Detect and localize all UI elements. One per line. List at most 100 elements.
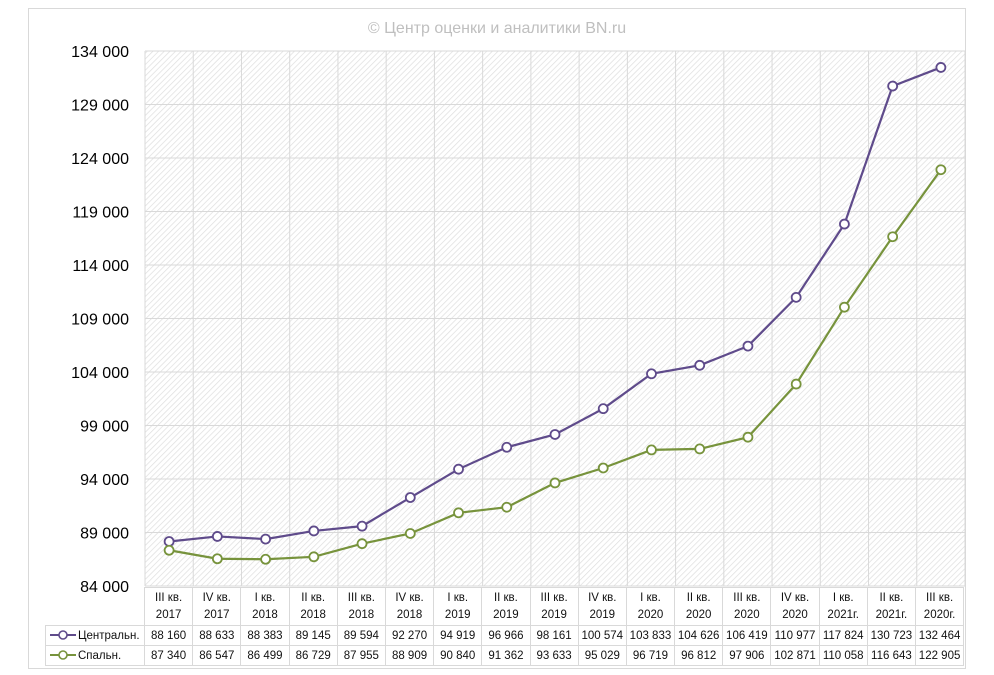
quarter-label: II кв.	[493, 591, 518, 604]
y-tick-label: 129 000	[71, 98, 129, 115]
legend-label: Центральн.	[78, 629, 140, 642]
data-point	[839, 218, 850, 230]
data-value-cell: 97 906	[722, 645, 772, 666]
quarter-label: III кв.	[155, 591, 183, 604]
year-label: 2020	[637, 608, 664, 621]
quarter-label: I кв.	[640, 591, 661, 604]
x-category-label: III кв. 2019	[529, 587, 579, 626]
data-point	[887, 80, 899, 92]
data-point	[694, 359, 706, 371]
data-value-cell: 96 966	[481, 625, 531, 646]
data-point	[308, 551, 320, 563]
data-value-cell: 86 499	[240, 645, 290, 666]
data-point	[404, 528, 416, 539]
table-row: Спальн. 87 340 86 547 86 499 86 729 87 955 88 …	[45, 645, 965, 666]
data-point	[549, 477, 561, 489]
x-category-label: IV кв. 2018	[384, 587, 435, 626]
x-category-label: IV кв. 2017	[192, 587, 242, 626]
data-point	[646, 444, 657, 456]
quarter-label: IV кв.	[202, 591, 231, 604]
data-value-cell: 103 833	[625, 625, 676, 646]
data-point	[501, 501, 513, 513]
quarter-label: II кв.	[301, 591, 326, 604]
year-label: 2018	[252, 608, 278, 621]
legend-marker-icon	[50, 650, 76, 661]
x-category-label: II кв. 2021г.	[866, 587, 917, 626]
x-category-label: I кв. 2021г.	[818, 587, 868, 626]
x-category-label: II кв. 2018	[288, 587, 338, 626]
data-value-cell: 93 633	[529, 645, 579, 666]
data-value-cell: 96 719	[625, 645, 676, 666]
chart-title: © Центр оценки и аналитики BN.ru	[367, 20, 627, 37]
data-point	[260, 553, 271, 565]
data-value-cell: 130 723	[866, 625, 917, 646]
data-value-cell: 91 362	[481, 645, 531, 666]
data-point	[356, 538, 368, 550]
year-label: 2017	[155, 608, 182, 621]
x-category-label: I кв. 2020	[625, 587, 676, 626]
data-point	[694, 443, 706, 455]
data-value-cell: 104 626	[674, 625, 724, 646]
quarter-label: II кв.	[879, 591, 904, 604]
data-value-cell: 94 919	[433, 625, 483, 646]
data-point	[549, 429, 561, 440]
data-value-cell: 87 340	[143, 645, 194, 666]
data-point	[790, 291, 802, 303]
x-category-label: III кв. 2020	[722, 587, 772, 626]
data-table: III кв. 2017 IV кв. 2017 I кв. 2018 II кв. 2018…	[45, 587, 965, 666]
data-point	[163, 536, 175, 547]
quarter-label: IV кв.	[588, 591, 617, 604]
data-value-cell: 122 905	[914, 645, 965, 666]
quarter-label: IV кв.	[780, 591, 810, 604]
x-category-label: IV кв. 2019	[577, 587, 627, 626]
year-label: 2017	[203, 608, 230, 621]
year-label: 2018	[348, 608, 375, 621]
year-label: 2021г.	[827, 608, 859, 621]
data-value-cell: 88 383	[240, 625, 290, 646]
data-value-cell: 106 419	[722, 625, 772, 646]
data-point	[646, 368, 657, 380]
quarter-label: I кв.	[447, 591, 469, 604]
x-category-label: III кв. 2017	[143, 587, 194, 626]
data-value-cell: 116 643	[866, 645, 917, 666]
quarter-label: I кв.	[254, 591, 276, 604]
data-point	[211, 531, 223, 542]
legend-entry: Спальн.	[45, 645, 145, 666]
year-label: 2019	[589, 608, 616, 621]
x-category-label: I кв. 2019	[433, 587, 483, 626]
data-value-cell: 96 812	[674, 645, 724, 666]
y-tick-label: 124 000	[71, 151, 129, 168]
data-value-cell: 95 029	[577, 645, 627, 666]
data-value-cell: 90 840	[433, 645, 483, 666]
data-point	[935, 62, 947, 73]
table-row: Центральн. 88 160 88 633 88 383 89 145 89 594…	[45, 625, 965, 646]
data-value-cell: 89 145	[288, 625, 338, 646]
data-value-cell: 102 871	[770, 645, 820, 666]
data-point	[308, 525, 320, 537]
quarter-label: III кв.	[347, 591, 375, 604]
year-label: 2020	[782, 608, 808, 621]
y-tick-label: 89 000	[80, 526, 129, 543]
data-value-cell: 86 729	[288, 645, 338, 666]
legend-marker-icon	[50, 630, 76, 641]
year-label: 2018	[396, 608, 423, 621]
quarter-label: III кв.	[926, 591, 954, 604]
year-label: 2018	[300, 608, 326, 621]
data-point	[211, 553, 223, 565]
data-value-cell: 88 160	[143, 625, 194, 646]
data-value-cell: 98 161	[529, 625, 579, 646]
year-label: 2019	[541, 608, 567, 621]
data-point	[839, 301, 850, 313]
year-label: 2020	[685, 608, 712, 621]
data-point	[597, 462, 609, 474]
data-point	[742, 431, 754, 443]
legend-entry: Центральн.	[45, 625, 145, 646]
data-value-cell: 87 955	[336, 645, 386, 666]
data-value-cell: 92 270	[384, 625, 435, 646]
data-value-cell: 110 977	[770, 625, 820, 646]
quarter-label: I кв.	[832, 591, 854, 604]
data-point	[742, 340, 754, 352]
data-value-cell: 132 464	[914, 625, 965, 646]
year-label: 2019	[493, 608, 519, 621]
